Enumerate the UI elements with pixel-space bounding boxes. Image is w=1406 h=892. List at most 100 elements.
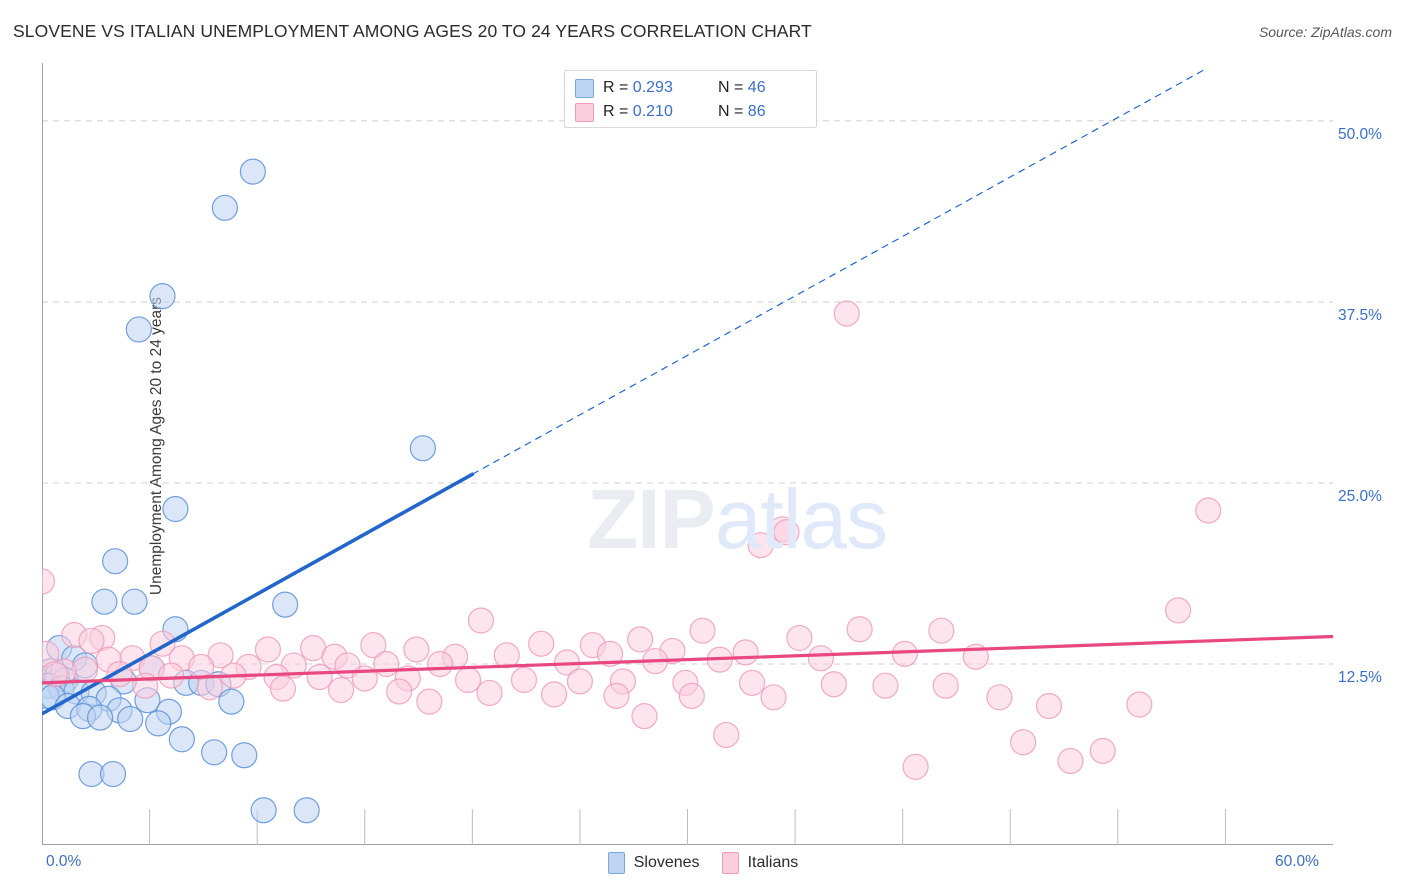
- data-point[interactable]: [78, 627, 105, 654]
- data-point[interactable]: [786, 624, 813, 652]
- italians-n-stat: N = 86: [718, 103, 766, 121]
- data-point[interactable]: [846, 616, 873, 643]
- legend-label-slovenes: Slovenes: [633, 854, 700, 871]
- data-point[interactable]: [239, 158, 266, 185]
- data-point[interactable]: [747, 532, 774, 559]
- data-point[interactable]: [1195, 497, 1222, 524]
- data-point[interactable]: [1035, 692, 1063, 720]
- data-point[interactable]: [476, 679, 503, 707]
- data-point[interactable]: [42, 661, 69, 688]
- data-point[interactable]: [306, 663, 333, 691]
- data-point[interactable]: [207, 642, 234, 669]
- data-point[interactable]: [1010, 729, 1037, 756]
- data-point[interactable]: [1126, 691, 1153, 718]
- slovenes-n-stat: N = 46: [718, 79, 766, 97]
- data-point[interactable]: [738, 669, 766, 696]
- data-point[interactable]: [360, 632, 387, 659]
- data-point[interactable]: [833, 300, 860, 327]
- y-axis-tick-label: 50.0%: [1338, 125, 1382, 143]
- data-point[interactable]: [732, 639, 759, 666]
- data-point[interactable]: [627, 626, 654, 653]
- data-point[interactable]: [566, 668, 594, 695]
- data-point[interactable]: [986, 684, 1013, 711]
- slovenes-n-value: 46: [747, 79, 766, 96]
- data-point[interactable]: [416, 688, 443, 715]
- data-point[interactable]: [168, 726, 195, 753]
- data-point[interactable]: [293, 797, 320, 824]
- data-point[interactable]: [86, 704, 114, 731]
- data-point[interactable]: [932, 672, 959, 699]
- data-point[interactable]: [373, 650, 400, 678]
- data-point[interactable]: [121, 588, 148, 615]
- plot-area: ZIPatlas: [42, 63, 1333, 845]
- data-point[interactable]: [1164, 597, 1192, 624]
- data-point[interactable]: [218, 688, 245, 715]
- data-point[interactable]: [760, 684, 787, 711]
- legend-label-italians: Italians: [747, 854, 799, 871]
- data-point[interactable]: [409, 435, 436, 462]
- data-point[interactable]: [807, 645, 835, 672]
- data-point[interactable]: [493, 642, 520, 669]
- data-point[interactable]: [211, 194, 238, 221]
- data-point[interactable]: [162, 495, 189, 523]
- data-point[interactable]: [102, 548, 129, 575]
- data-point[interactable]: [510, 666, 538, 694]
- data-point[interactable]: [231, 742, 258, 769]
- data-point[interactable]: [125, 316, 152, 343]
- data-point[interactable]: [158, 662, 185, 689]
- data-point[interactable]: [631, 703, 658, 730]
- page-title: SLOVENE VS ITALIAN UNEMPLOYMENT AMONG AG…: [13, 21, 812, 41]
- data-point[interactable]: [250, 797, 277, 824]
- italians-n-value: 86: [747, 103, 766, 120]
- series-points-slovenes: [42, 158, 436, 824]
- slovenes-legend-swatch-icon: [607, 852, 625, 874]
- data-point[interactable]: [467, 607, 495, 634]
- trendline-slovenes: [42, 472, 475, 716]
- italians-r-value: 0.210: [632, 103, 673, 120]
- data-point[interactable]: [91, 588, 118, 615]
- data-point[interactable]: [117, 705, 144, 733]
- data-point[interactable]: [454, 666, 482, 694]
- series-legend: Slovenes Italians: [0, 852, 1406, 874]
- data-point[interactable]: [596, 640, 624, 667]
- data-point[interactable]: [689, 617, 716, 644]
- data-point[interactable]: [145, 710, 172, 737]
- stats-row-slovenes: R = 0.293 N = 46: [575, 76, 806, 100]
- trendline-italians: [42, 634, 1333, 685]
- data-point[interactable]: [403, 636, 430, 663]
- data-point[interactable]: [713, 721, 740, 749]
- legend-item-italians[interactable]: Italians: [721, 852, 799, 874]
- data-point[interactable]: [891, 640, 918, 667]
- slovenes-r-label: R =: [603, 79, 633, 96]
- data-point[interactable]: [1057, 747, 1084, 775]
- data-point[interactable]: [902, 753, 929, 780]
- data-point[interactable]: [928, 617, 955, 644]
- data-point[interactable]: [196, 674, 223, 701]
- series-points-italians: [42, 300, 1222, 780]
- data-point[interactable]: [678, 682, 705, 709]
- data-point[interactable]: [528, 630, 555, 657]
- data-point[interactable]: [201, 739, 228, 766]
- y-axis-tick-label: 25.0%: [1338, 487, 1382, 505]
- data-point[interactable]: [1089, 737, 1116, 764]
- legend-item-slovenes[interactable]: Slovenes: [607, 852, 700, 874]
- data-point[interactable]: [540, 681, 568, 708]
- data-point[interactable]: [42, 568, 56, 595]
- data-point[interactable]: [386, 678, 413, 705]
- slovenes-r-stat: R = 0.293: [603, 79, 718, 97]
- data-point[interactable]: [327, 676, 355, 704]
- data-point[interactable]: [872, 672, 899, 699]
- y-axis-tick-label: 37.5%: [1338, 306, 1382, 324]
- data-point[interactable]: [272, 591, 299, 618]
- data-point[interactable]: [99, 760, 127, 788]
- data-point[interactable]: [820, 671, 847, 698]
- data-point[interactable]: [773, 519, 800, 546]
- data-point[interactable]: [149, 283, 176, 310]
- data-point[interactable]: [269, 675, 297, 702]
- italians-swatch-icon: [575, 102, 594, 122]
- data-point[interactable]: [426, 650, 454, 678]
- data-point[interactable]: [132, 672, 159, 699]
- data-point[interactable]: [603, 682, 630, 709]
- data-point[interactable]: [254, 636, 282, 663]
